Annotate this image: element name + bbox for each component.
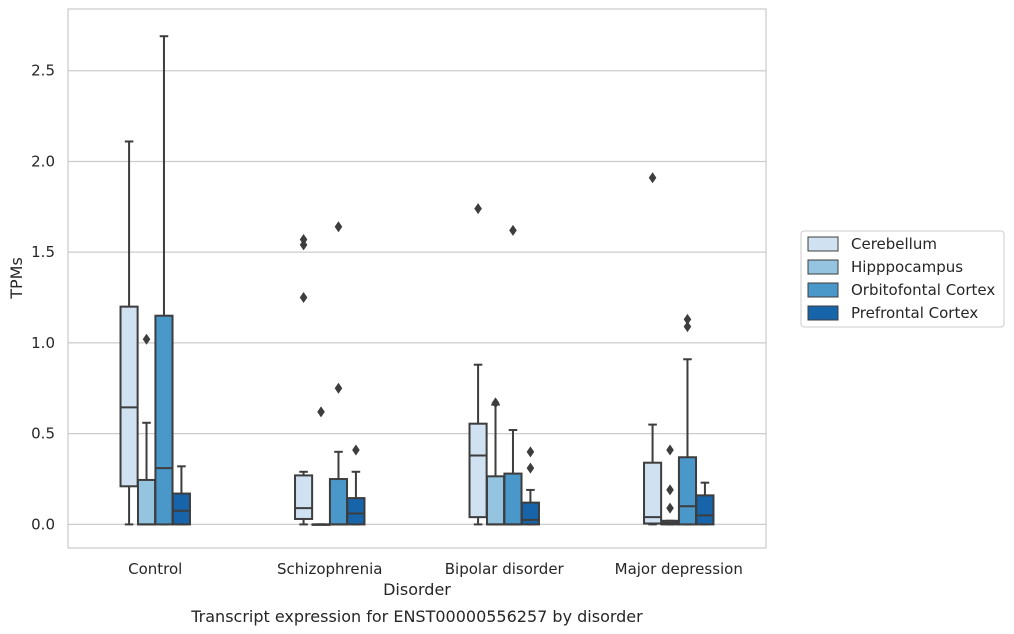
y-tick-label: 2.5	[31, 62, 55, 80]
box-series	[119, 35, 715, 526]
outlier-point	[334, 382, 343, 394]
legend-swatch	[807, 236, 839, 252]
chart-caption: Transcript expression for ENST0000055625…	[190, 607, 643, 626]
box-cerebellum	[119, 140, 139, 526]
y-tick-label: 0.5	[31, 425, 55, 443]
outlier-point	[683, 321, 692, 333]
box-prefrontal-cortex	[346, 444, 366, 526]
legend-swatch	[807, 259, 839, 275]
legend-frame	[800, 230, 1005, 328]
outlier-point	[317, 406, 325, 418]
box-cerebellum	[294, 233, 314, 526]
box-body	[468, 422, 488, 519]
outlier-point	[299, 292, 308, 304]
y-tick-label: 1.0	[31, 334, 55, 352]
outlier-point	[509, 224, 517, 236]
box-hipppocampus	[660, 444, 680, 526]
outlier-point	[491, 397, 500, 409]
legend-label: Cerebellum	[851, 235, 937, 253]
plot-area-frame	[67, 8, 767, 549]
x-axis-ticks: Control Schizophrenia Bipolar disorder Majo…	[128, 560, 743, 578]
outlier-point	[334, 221, 343, 233]
box-orbitofontal-cortex	[328, 221, 349, 526]
outlier-point	[299, 233, 308, 245]
box-cerebellum	[643, 172, 663, 526]
box-body	[154, 314, 174, 526]
box-orbitofontal-cortex	[154, 35, 174, 526]
box-body	[136, 478, 157, 526]
y-tick-label: 2.0	[31, 152, 55, 170]
outlier-point	[648, 172, 657, 184]
outlier-point	[526, 446, 535, 458]
legend-label: Hipppocampus	[851, 258, 963, 276]
outlier-point	[666, 502, 674, 514]
legend-swatch	[807, 282, 839, 298]
box-body	[643, 461, 663, 525]
box-hipppocampus	[136, 333, 157, 526]
y-tick-label: 1.5	[31, 243, 55, 261]
box-body	[677, 456, 698, 526]
box-cerebellum	[468, 203, 488, 526]
outlier-point	[352, 444, 360, 456]
box-orbitofontal-cortex	[503, 224, 523, 526]
legend-label: Prefrontal Cortex	[851, 304, 978, 322]
outlier-point	[474, 203, 482, 215]
legend-label: Orbitofontal Cortex	[851, 281, 995, 299]
box-prefrontal-cortex	[695, 481, 715, 526]
x-tick-label: Major depression	[615, 560, 743, 578]
box-body	[520, 501, 540, 526]
box-hipppocampus	[485, 397, 506, 526]
box-body	[485, 475, 506, 526]
box-body	[328, 478, 349, 526]
box-orbitofontal-cortex	[677, 313, 698, 526]
box-body	[119, 305, 139, 488]
outlier-point	[142, 333, 151, 345]
x-tick-label: Control	[128, 560, 182, 578]
box-body	[695, 494, 715, 526]
y-axis-label: TPMs	[7, 257, 26, 300]
x-tick-label: Schizophrenia	[277, 560, 382, 578]
box-body	[503, 472, 523, 526]
box-body	[171, 492, 191, 526]
outlier-point	[683, 313, 692, 325]
x-tick-label: Bipolar disorder	[445, 560, 565, 578]
outlier-point	[666, 484, 674, 496]
x-axis-label: Disorder	[383, 580, 451, 599]
box-prefrontal-cortex	[520, 446, 540, 526]
box-body	[294, 474, 314, 520]
box-body	[346, 497, 366, 526]
y-tick-label: 0.0	[31, 515, 55, 533]
box-hipppocampus	[311, 406, 331, 526]
outlier-point	[666, 444, 674, 456]
y-axis-ticks: 0.0 0.5 1.0 1.5 2.0 2.5	[31, 62, 55, 534]
legend-swatch	[807, 305, 839, 321]
legend: Cerebellum Hipppocampus Orbitofontal Corte…	[800, 230, 1005, 328]
box-prefrontal-cortex	[171, 465, 191, 526]
outlier-point	[526, 462, 535, 474]
